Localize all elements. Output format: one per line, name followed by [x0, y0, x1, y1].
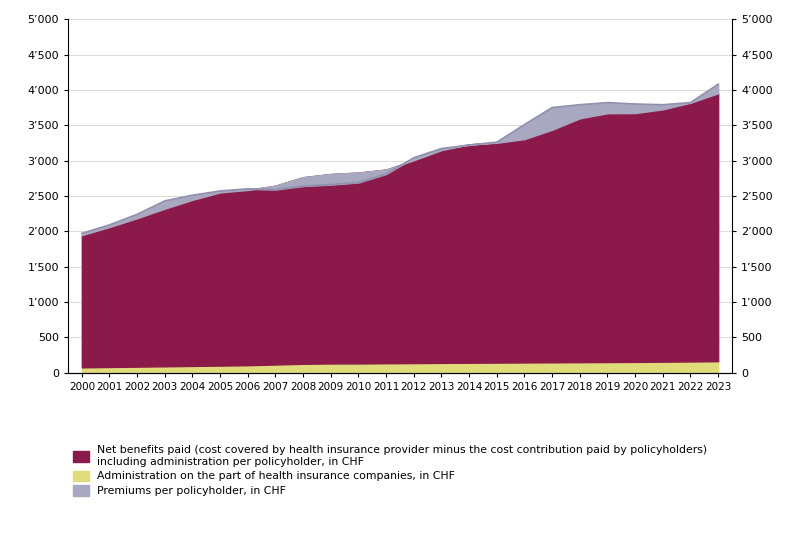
- Legend: Net benefits paid (cost covered by health insurance provider minus the cost cont: Net benefits paid (cost covered by healt…: [74, 445, 707, 496]
